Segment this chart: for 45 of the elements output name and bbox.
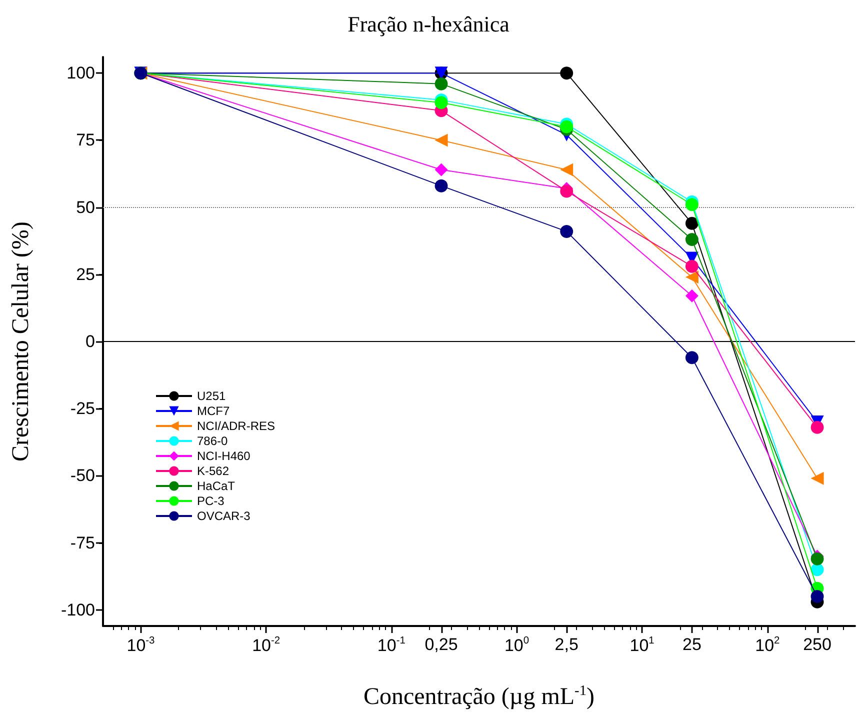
legend-label: PC-3 xyxy=(197,494,225,508)
point xyxy=(810,590,824,603)
point xyxy=(560,184,574,198)
point xyxy=(560,163,574,176)
y-tick-label: -100 xyxy=(60,600,95,620)
legend-label: NCI/ADR-RES xyxy=(197,419,276,433)
legend-label: NCI-H460 xyxy=(197,449,251,463)
point xyxy=(685,198,698,212)
point xyxy=(685,216,698,230)
legend-label: OVCAR-3 xyxy=(197,509,251,523)
point xyxy=(810,552,824,566)
legend-label: 786-0 xyxy=(197,434,228,448)
legend-label: K-562 xyxy=(197,464,230,478)
x-tick-label: 25 xyxy=(682,635,702,654)
point xyxy=(685,260,698,273)
y-tick-label: 25 xyxy=(76,264,95,284)
legend-label: MCF7 xyxy=(197,404,230,418)
point xyxy=(685,270,698,284)
y-tick-label: 75 xyxy=(76,130,95,150)
x-tick-label: 0,25 xyxy=(424,635,458,654)
y-tick-label: -25 xyxy=(70,399,95,418)
point xyxy=(685,233,698,246)
point xyxy=(434,96,448,110)
x-tick-label: 250 xyxy=(803,635,832,654)
y-axis-title: Crescimento Celular (%) xyxy=(8,222,34,462)
legend-label: HaCaT xyxy=(197,479,236,493)
point xyxy=(434,134,448,147)
y-tick-label: 100 xyxy=(66,64,95,83)
y-tick-label: -75 xyxy=(70,533,95,552)
x-tick-label: 2,5 xyxy=(554,635,578,654)
point xyxy=(810,420,824,434)
point xyxy=(560,66,574,80)
y-tick-label: -50 xyxy=(70,466,95,486)
point xyxy=(685,351,698,364)
point xyxy=(434,163,448,176)
legend-label: U251 xyxy=(197,389,226,403)
y-tick-label: 50 xyxy=(76,198,95,217)
point xyxy=(434,77,448,90)
point xyxy=(685,289,698,302)
point xyxy=(434,179,448,192)
point xyxy=(560,224,574,238)
chart-title: Fração n-hexânica xyxy=(348,12,510,36)
point xyxy=(560,120,574,134)
y-tick-label: 0 xyxy=(86,332,95,351)
point xyxy=(810,472,824,485)
